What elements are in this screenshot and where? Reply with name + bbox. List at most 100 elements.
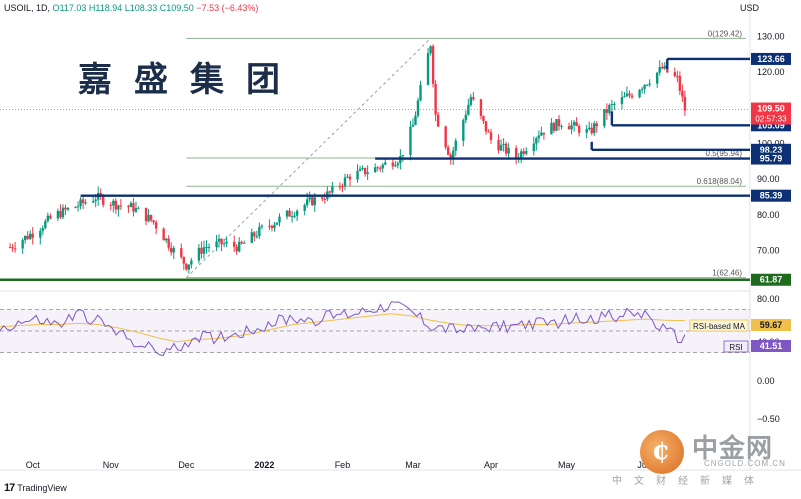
price-level-badge-label: 123.66	[757, 54, 785, 64]
time-tick-label: Apr	[484, 460, 498, 470]
candle-body	[91, 201, 95, 203]
price-tick-label: 100.00	[757, 138, 785, 148]
candle-body	[552, 122, 556, 131]
candle-body	[290, 216, 294, 218]
candle-body	[595, 123, 598, 127]
candle-body	[275, 222, 279, 225]
rsi-name: RSI	[729, 343, 742, 352]
candle-body	[59, 210, 62, 218]
price-level-badge-label: 95.79	[760, 154, 783, 164]
candle-body	[434, 83, 437, 115]
candle-body	[328, 191, 332, 193]
candle-body	[638, 90, 641, 98]
candle-body	[295, 210, 299, 216]
candles-group	[8, 44, 687, 274]
rsi-tick-label: −0.50	[757, 414, 780, 424]
candle-body	[134, 207, 138, 212]
candle-body	[81, 199, 85, 204]
watermark-title: 中金网	[692, 434, 774, 464]
time-tick-label: Feb	[335, 460, 351, 470]
candle-body	[343, 177, 347, 187]
candle-body	[681, 90, 684, 97]
candle-body	[164, 238, 168, 241]
candle-body	[356, 170, 359, 180]
candle-body	[84, 202, 87, 204]
candle-body	[593, 123, 596, 134]
candle-body	[502, 143, 505, 145]
currency-label: USD	[739, 3, 759, 13]
candle-body	[572, 122, 576, 126]
candle-body	[379, 167, 382, 169]
candle-body	[64, 207, 67, 210]
candle-body	[683, 96, 687, 111]
candle-body	[225, 241, 228, 244]
rsi-ma-name-badge	[689, 319, 749, 332]
candle-body	[253, 232, 256, 237]
candle-body	[273, 224, 276, 228]
candle-body	[26, 235, 29, 239]
candle-body	[522, 151, 525, 154]
candle-body	[285, 210, 289, 217]
price-tick-label: 130.00	[757, 31, 785, 41]
candle-body	[575, 122, 578, 127]
candle-body	[127, 205, 130, 208]
candle-body	[658, 66, 661, 73]
fib-level-label: 1(62.46)	[712, 269, 742, 278]
candle-body	[394, 165, 397, 167]
candle-body	[499, 144, 503, 151]
symbol-label[interactable]: USOIL, 1D,	[4, 3, 51, 13]
candle-body	[23, 235, 27, 241]
candle-body	[147, 214, 150, 222]
candle-body	[482, 116, 485, 122]
candle-body	[341, 186, 344, 188]
candle-body	[162, 228, 165, 241]
tradingview-footer[interactable]: 17 TradingView	[4, 482, 67, 494]
candle-body	[452, 150, 455, 159]
candle-body	[114, 200, 118, 210]
candle-body	[507, 148, 510, 154]
candle-body	[313, 197, 316, 206]
chart-header: USOIL, 1D, O117.03 H118.94 L108.33 C109.…	[4, 3, 258, 13]
candle-body	[557, 119, 561, 127]
candle-body	[426, 53, 430, 86]
candle-body	[215, 241, 218, 248]
candle-body	[640, 88, 644, 91]
candle-body	[8, 247, 12, 249]
candle-body	[514, 148, 518, 159]
fib-level-label: 0.618(88.04)	[697, 177, 743, 186]
candle-body	[414, 115, 417, 125]
candle-body	[419, 85, 422, 101]
candle-body	[144, 207, 148, 222]
price-tick-label: 90.00	[757, 174, 780, 184]
candle-body	[185, 263, 188, 270]
candle-body	[449, 154, 452, 159]
candle-body	[102, 196, 105, 205]
candle-body	[603, 109, 606, 127]
candle-body	[655, 72, 659, 84]
candle-body	[207, 247, 211, 249]
candle-body	[270, 225, 274, 228]
candle-body	[268, 225, 271, 227]
candle-body	[94, 199, 97, 202]
candle-body	[630, 95, 634, 98]
candle-body	[648, 83, 651, 85]
rsi-ma-value: 59.67	[760, 320, 783, 330]
candle-body	[678, 76, 682, 91]
candle-body	[620, 97, 624, 104]
candle-body	[628, 93, 631, 96]
time-tick-label: May	[558, 460, 576, 470]
rsi-line	[0, 301, 686, 357]
rsi-value-badge	[751, 340, 791, 352]
price-level-badge-label: 105.09	[757, 120, 785, 130]
candle-body	[311, 197, 314, 206]
candle-body	[431, 46, 435, 84]
candle-body	[323, 198, 327, 200]
candle-body	[41, 228, 45, 231]
candle-body	[238, 241, 241, 252]
candle-body	[376, 167, 379, 169]
candle-body	[673, 72, 677, 76]
time-tick-label: Oct	[26, 460, 41, 470]
candle-body	[303, 205, 306, 211]
